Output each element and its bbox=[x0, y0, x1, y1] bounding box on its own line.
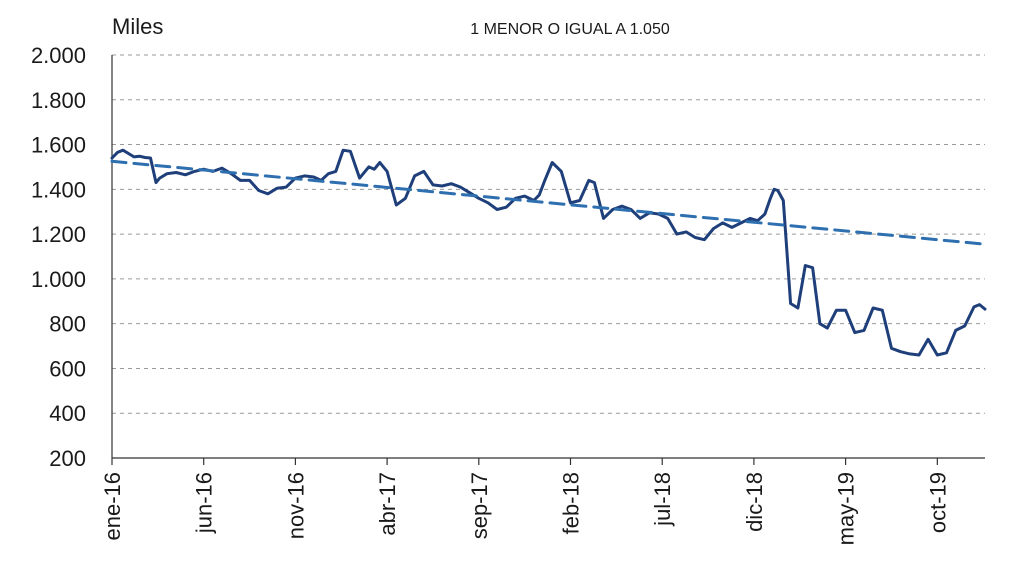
axes-layer bbox=[111, 55, 985, 465]
series-layer bbox=[110, 148, 987, 357]
y-tick-label: 1.800 bbox=[31, 88, 86, 113]
x-tick-label: dic-18 bbox=[742, 472, 767, 532]
grid-layer bbox=[112, 54, 985, 414]
unit-label: Miles bbox=[112, 14, 163, 39]
y-tick-label: 1.600 bbox=[31, 133, 86, 158]
y-tick-label: 2.000 bbox=[31, 43, 86, 68]
y-tick-label: 200 bbox=[49, 446, 86, 471]
y-tick-label: 1.400 bbox=[31, 177, 86, 202]
x-tick-label: feb-18 bbox=[559, 472, 584, 534]
x-tick-label: oct-19 bbox=[925, 472, 950, 533]
y-tick-label: 1.000 bbox=[31, 267, 86, 292]
x-tick-label: nov-16 bbox=[283, 472, 308, 539]
y-tick-label: 400 bbox=[49, 401, 86, 426]
y-tick-label: 1.200 bbox=[31, 222, 86, 247]
x-tick-label: sep-17 bbox=[467, 472, 492, 539]
x-tick-label: jun-16 bbox=[192, 472, 217, 534]
x-tick-label: jul-18 bbox=[650, 472, 675, 527]
trend-line bbox=[110, 159, 987, 246]
y-tick-label: 800 bbox=[49, 312, 86, 337]
y-tick-label: 600 bbox=[49, 356, 86, 381]
x-tick-label: may-19 bbox=[834, 472, 859, 545]
chart-title: 1 MENOR O IGUAL A 1.050 bbox=[470, 21, 670, 38]
labels-layer: 200 400 600 800 1.000 1.200 1.400 1.600 1.800 2.0… bbox=[31, 14, 950, 545]
x-tick-label: abr-17 bbox=[375, 472, 400, 536]
series-line bbox=[110, 148, 987, 357]
x-tick-label: ene-16 bbox=[100, 472, 125, 541]
